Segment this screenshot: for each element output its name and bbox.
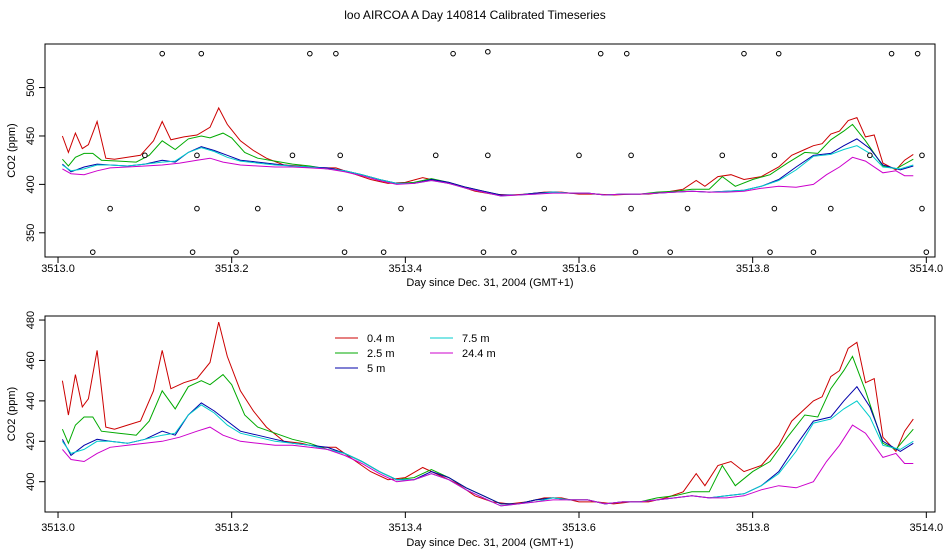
calibration-point <box>142 152 148 159</box>
calibration-point <box>189 249 196 255</box>
calibration-point <box>767 249 773 255</box>
x-tick-label: 3513.2 <box>215 522 249 534</box>
calibration-point <box>919 205 925 212</box>
plot-frame <box>44 315 936 513</box>
calibration-point <box>810 249 817 255</box>
calibration-point <box>480 249 487 255</box>
series-line-0-4-m <box>61 106 914 196</box>
x-tick-label: 3513.4 <box>389 522 423 534</box>
x-tick-label: 3513.2 <box>215 263 249 275</box>
y-tick-label: 480 <box>25 311 37 329</box>
x-tick-label: 3513.6 <box>562 522 596 534</box>
legend-label: 24.4 m <box>462 348 496 360</box>
calibration-point <box>337 152 344 159</box>
chart-panel-bottom: 3513.0 3513.2 3513.4 3513.6 3513.8 3514.0 400 4… <box>6 311 943 549</box>
legend-label: 2.5 m <box>367 348 395 360</box>
calibration-point <box>159 50 166 57</box>
calibration-point <box>380 249 387 255</box>
x-tick-label: 3513.8 <box>736 263 770 275</box>
calibration-point <box>432 152 439 159</box>
y-tick-label: 460 <box>25 351 37 369</box>
legend-label: 0.4 m <box>367 333 395 345</box>
calibration-point <box>233 249 239 255</box>
series-line-0-4-m <box>61 321 914 505</box>
calibration-point <box>511 249 517 255</box>
series-line-2-5-m <box>62 123 914 196</box>
calibration-point <box>541 205 548 212</box>
calibration-point <box>771 152 778 159</box>
x-tick-label: 3513.0 <box>41 263 75 275</box>
page-title: loo AIRCOA A Day 140814 Calibrated Times… <box>344 8 606 22</box>
x-axis-label: Day since Dec. 31, 2004 (GMT+1) <box>406 537 573 549</box>
y-tick-label: 400 <box>25 473 37 491</box>
legend-label: 7.5 m <box>462 333 490 345</box>
calibration-point <box>628 152 634 159</box>
calibration-point <box>194 205 200 212</box>
calibration-point <box>597 50 604 57</box>
calibration-point <box>485 48 491 55</box>
calibration-point <box>741 50 747 57</box>
calibration-point <box>628 205 634 212</box>
legend-label: 5 m <box>367 363 385 375</box>
x-tick-label: 3514.0 <box>909 522 943 534</box>
x-tick-label: 3513.6 <box>562 263 596 275</box>
y-tick-label: 500 <box>25 78 37 96</box>
plot-frame <box>44 43 936 258</box>
calibration-point <box>485 152 491 159</box>
calibration-point <box>289 152 296 159</box>
calibration-point <box>337 205 344 212</box>
calibration-point <box>254 205 261 212</box>
calibration-point <box>333 50 339 57</box>
calibration-point <box>684 205 691 212</box>
calibration-point <box>867 152 873 159</box>
x-tick-label: 3513.8 <box>736 522 770 534</box>
calibration-point <box>632 249 639 255</box>
calibration-point <box>828 205 834 212</box>
calibration-point <box>198 50 205 57</box>
y-tick-label: 440 <box>25 392 37 410</box>
calibration-point <box>919 152 925 159</box>
calibration-point <box>775 50 782 57</box>
calibration-point <box>576 152 582 159</box>
series-line-24-4-m <box>62 156 914 197</box>
y-tick-label: 400 <box>25 175 37 193</box>
calibration-point <box>307 50 313 57</box>
y-tick-label: 350 <box>25 224 37 242</box>
series-line-7-5-m <box>61 400 914 507</box>
x-tick-label: 3513.4 <box>389 263 423 275</box>
chart-panel-top: 3513.0 3513.2 3513.4 3513.6 3513.8 3514.0 350 4… <box>6 43 943 289</box>
calibration-point <box>888 50 895 57</box>
calibration-point <box>914 50 921 57</box>
calibration-point <box>771 205 778 212</box>
y-axis-label: CO2 (ppm) <box>6 123 18 177</box>
x-axis-label: Day since Dec. 31, 2004 (GMT+1) <box>406 277 573 289</box>
y-tick-label: 420 <box>25 432 37 450</box>
x-tick-label: 3513.0 <box>41 522 75 534</box>
calibration-point <box>341 249 348 255</box>
calibration-point <box>450 50 456 57</box>
x-tick-label: 3514.0 <box>909 263 943 275</box>
calibration-point <box>623 50 630 57</box>
y-axis-label: CO2 (ppm) <box>6 387 18 441</box>
calibration-point <box>194 152 200 159</box>
calibration-point <box>480 205 487 212</box>
calibration-point <box>667 249 673 255</box>
calibration-point <box>923 249 930 255</box>
series-line-2-5-m <box>61 355 914 505</box>
y-tick-label: 450 <box>25 127 37 145</box>
calibration-point <box>719 152 726 159</box>
calibration-point <box>398 205 404 212</box>
calibration-point <box>107 205 113 212</box>
series-line-24-4-m <box>62 424 914 507</box>
calibration-point <box>89 249 96 255</box>
